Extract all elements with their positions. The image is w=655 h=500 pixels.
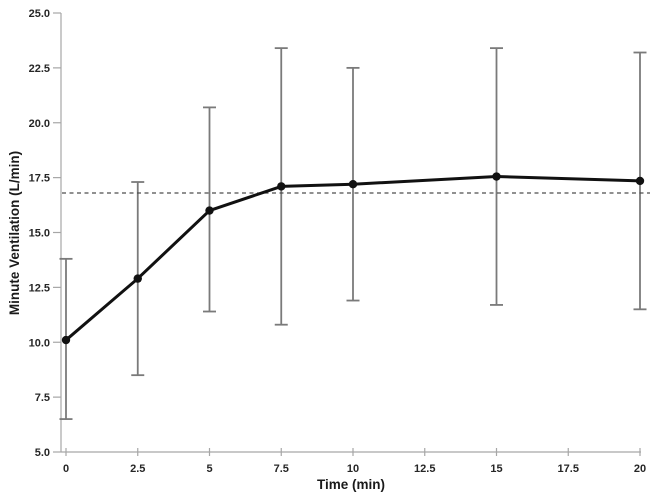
y-tick-label: 15.0 [29,228,50,240]
x-tick-label: 5 [206,463,212,475]
y-tick-label: 10.0 [29,337,50,349]
data-point-marker [61,335,71,345]
y-tick-label: 12.5 [29,282,50,294]
x-tick-label: 15 [490,463,502,475]
x-tick-label: 17.5 [558,463,579,475]
x-tick-label: 10 [347,463,359,475]
x-axis-title: Time (min) [317,477,385,492]
x-tick-label: 12.5 [414,463,435,475]
y-tick-label: 17.5 [29,173,50,185]
y-tick-label: 22.5 [29,63,50,75]
x-tick-label: 20 [634,463,646,475]
y-tick-label: 7.5 [35,392,50,404]
y-tick-label: 20.0 [29,118,50,130]
x-tick-label: 7.5 [274,463,289,475]
y-tick-label: 5.0 [35,447,50,459]
data-point-marker [205,206,214,215]
x-tick-label: 0 [63,463,69,475]
data-point-marker [277,182,286,191]
data-point-marker [348,180,358,189]
plot-area: 5.0 7.5 10.0 12.5 15.0 17.5 20.0 22.5 25.0 0 2.5 5 7… [29,8,650,475]
y-tick-label: 25.0 [29,8,50,20]
x-tick-label: 2.5 [130,463,145,475]
data-point-marker [492,172,501,181]
data-point-marker [635,176,645,186]
data-point-marker [133,274,142,283]
y-axis-title: Minute Ventilation (L/min) [7,151,22,315]
